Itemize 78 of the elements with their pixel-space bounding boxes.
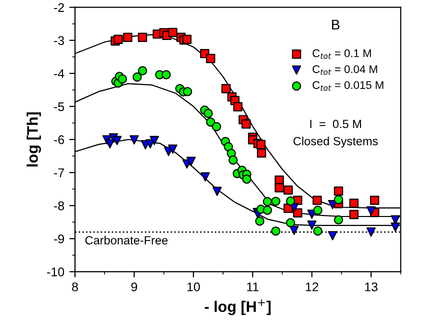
point — [328, 231, 338, 240]
point — [118, 74, 127, 84]
point — [242, 119, 251, 129]
point — [204, 108, 213, 118]
point — [366, 227, 376, 237]
y-tick-label: -10 — [47, 268, 64, 276]
point — [313, 206, 322, 215]
point — [233, 102, 242, 112]
x-tick-label: 10 — [187, 282, 200, 292]
point — [349, 210, 359, 220]
point — [256, 140, 266, 150]
point — [312, 196, 322, 205]
x-tick-label: 8 — [72, 282, 78, 292]
point — [334, 215, 344, 224]
y-tick-label: -6 — [54, 135, 64, 144]
point — [274, 183, 284, 192]
point — [150, 136, 159, 146]
point — [228, 155, 238, 165]
annotation: Closed Systems — [294, 136, 378, 148]
point — [284, 185, 293, 195]
legend-label: C$_{tot}$ = 0.015 M — [312, 81, 384, 91]
x-tick-label: 9 — [131, 282, 138, 292]
point — [286, 196, 296, 206]
point — [186, 156, 196, 166]
point — [290, 226, 299, 235]
y-tick-label: -5 — [54, 102, 64, 112]
point — [262, 206, 272, 215]
point — [206, 117, 216, 127]
x-tick-label: 12 — [306, 282, 318, 292]
y-tick-label: -4 — [54, 69, 64, 78]
point — [349, 198, 359, 208]
point — [390, 222, 400, 232]
point — [366, 206, 376, 216]
point — [138, 66, 148, 76]
point — [307, 220, 316, 230]
point — [138, 32, 148, 42]
point — [293, 208, 302, 218]
point — [262, 197, 272, 206]
y-tick-label: -2 — [54, 3, 64, 12]
point — [168, 144, 178, 154]
legend-label: C$_{tot}$ = 0.04 M — [312, 65, 378, 75]
annotation: Carbonate-Free — [85, 236, 168, 244]
point — [105, 139, 115, 148]
point — [112, 136, 122, 146]
point — [212, 186, 222, 196]
point — [271, 196, 280, 206]
y-tick-label: -9 — [54, 234, 64, 244]
point — [313, 226, 322, 236]
x-tick-label: 11 — [247, 282, 259, 292]
y-tick-label: -7 — [54, 168, 64, 178]
annotation: B — [332, 20, 340, 30]
point — [256, 148, 266, 158]
x-axis-title: - log [H$^{+}$] — [204, 299, 271, 316]
point — [242, 174, 252, 184]
point — [286, 218, 296, 228]
point — [271, 226, 280, 236]
point — [334, 186, 344, 196]
annotation: I = 0.5 M — [310, 120, 361, 128]
y-tick-label: -8 — [54, 201, 64, 210]
point — [182, 86, 192, 96]
point — [130, 135, 139, 144]
point — [221, 84, 231, 94]
legend-label: C$_{tot}$ = 0.1 M — [312, 49, 371, 59]
point — [255, 216, 264, 226]
point — [132, 72, 142, 82]
point — [123, 32, 132, 42]
point — [212, 122, 222, 132]
point — [114, 34, 123, 44]
point — [334, 195, 344, 204]
y-tick-label: -3 — [54, 36, 64, 45]
point — [168, 28, 178, 38]
point — [370, 196, 380, 205]
point — [206, 54, 216, 64]
point — [162, 70, 171, 80]
point — [182, 34, 192, 44]
y-axis-title: log [Th] — [26, 112, 41, 166]
x-tick-label: 13 — [365, 282, 378, 292]
point — [200, 172, 210, 182]
